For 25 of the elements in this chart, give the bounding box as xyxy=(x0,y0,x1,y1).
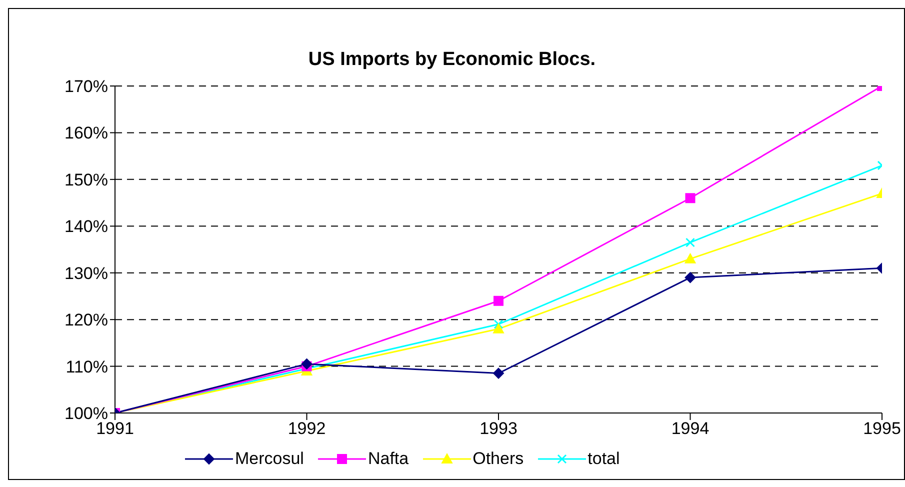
y-tick-label: 130% xyxy=(64,264,108,283)
point xyxy=(685,193,696,204)
legend-label: total xyxy=(588,449,620,469)
y-tick-label: 150% xyxy=(64,170,108,190)
y-tick-label: 140% xyxy=(64,217,108,236)
legend-label: Others xyxy=(472,449,524,469)
point xyxy=(684,253,696,264)
y-tick-label: 110% xyxy=(66,357,108,376)
point xyxy=(493,368,504,379)
legend-label: Nafta xyxy=(368,449,409,469)
point xyxy=(301,358,312,370)
legend-label: Mercosul xyxy=(235,449,304,469)
x-tick-label: 1993 xyxy=(480,419,518,438)
point xyxy=(684,272,696,284)
point xyxy=(494,296,504,306)
x-tick-label: 1994 xyxy=(671,419,710,438)
y-tick-label: 170% xyxy=(64,77,108,96)
point xyxy=(686,238,695,248)
point xyxy=(493,323,504,334)
x-tick-label: 1995 xyxy=(863,419,901,438)
x-tick-label: 1992 xyxy=(288,419,326,438)
y-tick-label: 160% xyxy=(64,124,108,143)
point xyxy=(494,319,504,329)
chart-title: US Imports by Economic Blocs. xyxy=(307,49,597,71)
y-tick-label: 120% xyxy=(64,310,108,330)
